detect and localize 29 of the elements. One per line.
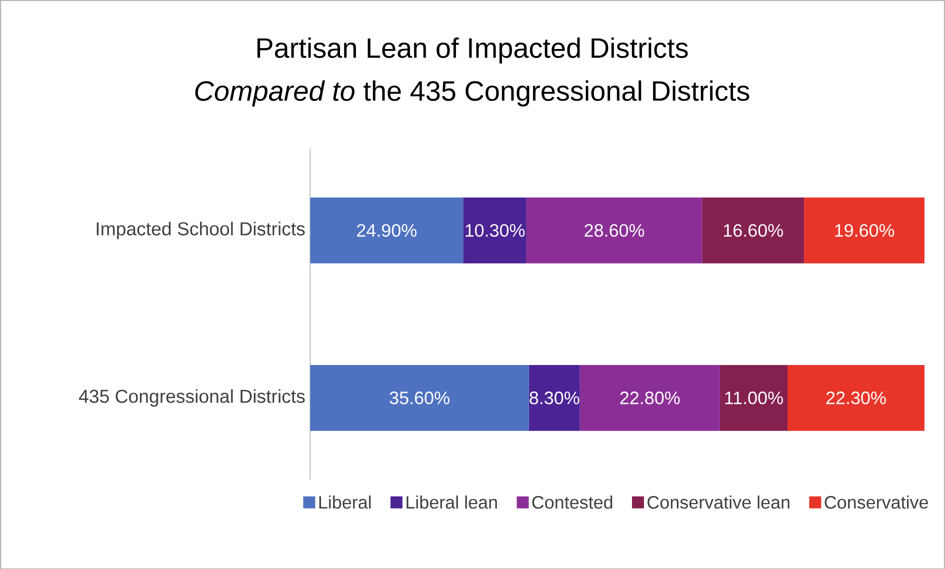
chart-subtitle: Compared to the 435 Congressional Districts xyxy=(195,80,750,106)
data-label: 11.00% xyxy=(725,391,783,404)
bar xyxy=(702,197,804,264)
legend-label: Contested xyxy=(532,495,612,509)
data-label: 35.60% xyxy=(390,391,450,404)
bar xyxy=(310,197,464,264)
bar xyxy=(463,197,526,264)
data-label: 16.60% xyxy=(724,224,783,237)
bar xyxy=(310,364,529,431)
data-label: 28.60% xyxy=(584,224,644,237)
bar xyxy=(787,364,924,431)
data-label: 10.30% xyxy=(466,224,525,237)
bar xyxy=(804,197,924,264)
legend-label: Liberal lean xyxy=(406,495,497,509)
data-label: 8.30% xyxy=(530,391,580,404)
bar xyxy=(720,364,788,431)
data-label: 22.30% xyxy=(826,391,886,404)
bar xyxy=(526,197,702,264)
data-label: 19.60% xyxy=(835,224,894,237)
data-label: 24.90% xyxy=(357,224,417,237)
bar xyxy=(580,364,720,431)
legend-label: Conservative xyxy=(824,495,928,509)
legend-label: Liberal xyxy=(319,495,371,509)
legend-label: Conservative lean xyxy=(648,495,790,509)
data-label: 22.80% xyxy=(620,391,680,404)
chart-title: Partisan Lean of Impacted Districts xyxy=(257,37,688,64)
y-tick-label: Impacted School Districts xyxy=(96,222,305,239)
bar xyxy=(528,364,580,431)
y-tick-label: 435 Congressional Districts xyxy=(78,389,305,406)
